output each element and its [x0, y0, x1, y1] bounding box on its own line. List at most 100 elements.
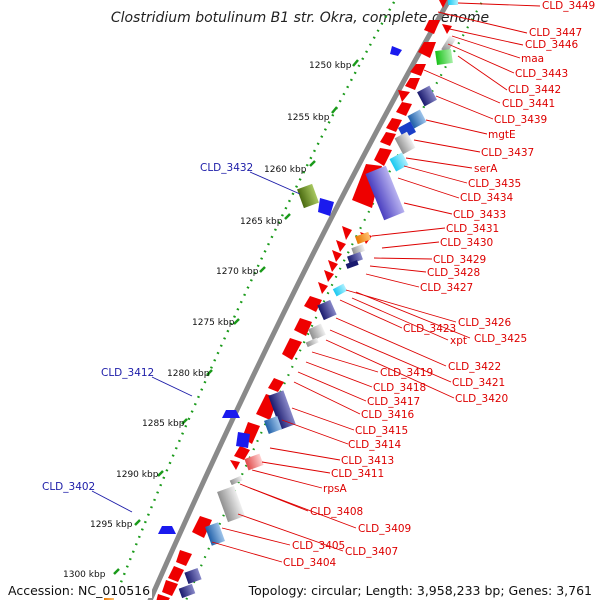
gene-label: CLD_3430: [440, 237, 493, 249]
gene-feature: [217, 485, 245, 523]
connector: [293, 381, 361, 415]
gene-label: CLD_3431: [446, 223, 499, 235]
accession-text: Accession: NC_010516: [6, 583, 153, 598]
connector: [403, 165, 468, 184]
gene-label: CLD_3418: [373, 382, 426, 394]
gene-feature: [389, 152, 409, 172]
tick-1250: [352, 59, 359, 67]
gene-feature: [282, 338, 302, 360]
connector: [311, 351, 379, 373]
gene-feature: [264, 416, 282, 434]
connector: [211, 541, 283, 563]
gene-feature: [386, 118, 402, 132]
gene-label: CLD_3414: [348, 439, 402, 451]
gene-label: CLD_3432: [200, 162, 253, 174]
connector: [423, 69, 501, 104]
gene-feature: [318, 282, 328, 294]
connector: [381, 241, 440, 249]
connector: [269, 447, 341, 461]
gene-feature: [332, 250, 342, 262]
scale-tick-labels: 1250 kbp 1255 kbp 1260 kbp 1265 kbp 1270…: [63, 61, 352, 580]
gene-feature: [328, 260, 338, 272]
gene-feature: [424, 20, 440, 34]
connector: [291, 407, 355, 431]
gene-feature: [396, 102, 412, 116]
gene-label: CLD_3441: [502, 98, 555, 110]
connector: [251, 469, 323, 489]
gene-label: CLD_3446: [525, 39, 579, 51]
gene-label: CLD_3429: [433, 254, 486, 266]
map-title: Clostridium botulinum B1 str. Okra, comp…: [111, 10, 489, 26]
gene-label: CLD_3417: [367, 396, 420, 408]
connector: [373, 257, 433, 260]
gene-feature: [324, 270, 334, 282]
gene-label: CLD_3427: [420, 282, 473, 294]
connector: [425, 119, 488, 135]
gene-label: rpsA: [323, 483, 347, 495]
gene-feature: [332, 283, 348, 297]
gene-label: CLD_3449: [542, 0, 595, 12]
gene-feature: [394, 131, 416, 155]
gene-label: mgtE: [488, 129, 516, 141]
left-gene-labels: CLD_3432 CLD_3412 CLD_3402: [42, 162, 253, 493]
connector: [403, 202, 453, 215]
outer-gene-features: [104, 46, 402, 600]
tick-1295: [134, 519, 141, 526]
gene-feature: [365, 165, 405, 221]
gene-feature: [236, 432, 250, 448]
tick-label: 1265 kbp: [240, 217, 283, 227]
connector: [444, 27, 524, 46]
gene-label: CLD_3419: [380, 367, 433, 379]
gene-feature: [355, 231, 371, 245]
connector: [237, 513, 344, 552]
gene-label: CLD_3434: [460, 192, 514, 204]
gene-feature: [229, 475, 243, 486]
gene-label: CLD_3435: [468, 178, 521, 190]
gene-label: CLD_3425: [474, 333, 527, 345]
connector: [447, 43, 515, 74]
connector: [249, 171, 301, 195]
tick-label: 1295 kbp: [90, 520, 133, 530]
scale-track: [112, 0, 397, 600]
gene-feature: [390, 46, 402, 56]
tick-label: 1255 kbp: [287, 113, 330, 123]
gene-label: CLD_3407: [345, 546, 398, 558]
tick-label: 1260 kbp: [264, 165, 307, 175]
connector: [351, 297, 449, 341]
gene-label: CLD_3412: [101, 367, 154, 379]
gene-feature: [398, 90, 410, 102]
right-label-connectors: [211, 2, 541, 563]
connector: [261, 461, 331, 474]
tick-1265: [284, 213, 291, 220]
gene-label: CLD_3416: [361, 409, 415, 421]
gene-label: CLD_3433: [453, 209, 506, 221]
connector: [325, 339, 455, 399]
gene-feature: [297, 183, 319, 209]
gene-feature: [168, 566, 184, 582]
gene-feature: [418, 42, 436, 58]
gene-feature: [222, 410, 240, 418]
gene-feature: [178, 583, 196, 599]
gene-feature: [268, 378, 284, 392]
gene-label: CLD_3439: [494, 114, 547, 126]
gene-feature: [435, 48, 453, 66]
gene-feature: [380, 132, 396, 146]
tick-1270: [259, 266, 266, 273]
tick-1260: [309, 160, 316, 167]
gene-label: CLD_3408: [310, 506, 363, 518]
connector: [451, 35, 521, 59]
gene-feature: [407, 109, 427, 129]
connector: [249, 487, 357, 529]
gene-feature: [156, 594, 170, 600]
connector: [413, 139, 481, 153]
gene-feature: [294, 318, 312, 336]
gene-features: [156, 0, 458, 600]
gene-feature: [104, 596, 114, 600]
gene-label: CLD_3423: [403, 323, 456, 335]
gene-feature: [268, 390, 296, 430]
gene-label: CLD_3409: [358, 523, 411, 535]
genome-backbone: [147, 0, 453, 600]
gene-feature: [342, 226, 352, 240]
connector: [405, 157, 473, 169]
gene-label: CLD_3447: [529, 27, 582, 39]
